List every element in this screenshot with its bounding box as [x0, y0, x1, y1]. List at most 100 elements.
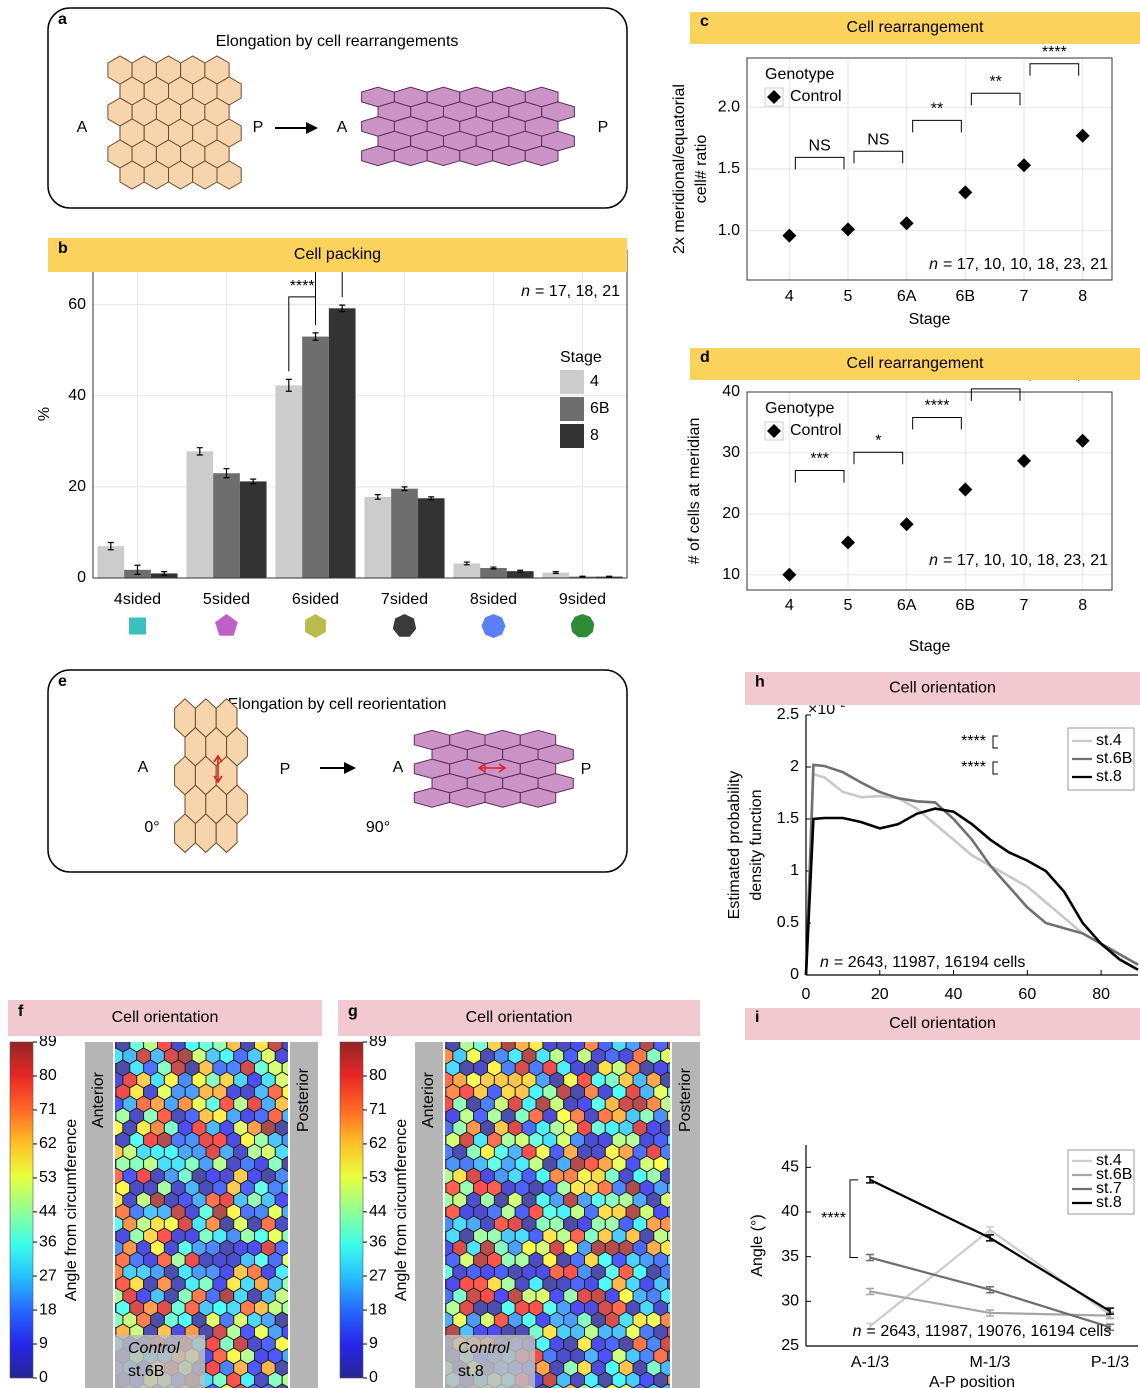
series-line — [806, 774, 1138, 975]
panel-label: i — [755, 1009, 759, 1026]
x-tick-label: 5sided — [203, 591, 250, 608]
stage-label: st.8 — [458, 1363, 484, 1380]
y-tick-label: 2.5 — [777, 706, 799, 723]
significance-label: **** — [290, 278, 315, 295]
category-icon — [129, 618, 146, 635]
category-icon — [215, 614, 238, 636]
category-icon — [305, 614, 326, 638]
n-annotation: n = 2643, 11987, 19076, 16194 cells — [853, 1323, 1112, 1340]
axis-end-label: A — [77, 119, 88, 136]
x-tick-label: 7sided — [381, 591, 428, 608]
y-axis-label: cell# ratio — [693, 135, 710, 204]
diagram-title: Elongation by cell rearrangements — [216, 33, 459, 50]
panel-title: Cell orientation — [112, 1009, 219, 1026]
significance-label: NS — [867, 131, 889, 148]
legend-title: Genotype — [765, 66, 834, 83]
colorbar-tick-label: 71 — [369, 1101, 387, 1118]
axis-end-label: A — [138, 759, 149, 776]
legend-title: Genotype — [765, 400, 834, 417]
significance-label: **** — [821, 1210, 846, 1227]
legend-label: Control — [790, 422, 842, 439]
x-tick-label: A-1/3 — [851, 1354, 889, 1371]
panel-title: Cell orientation — [466, 1009, 573, 1026]
axis-end-label: A — [337, 119, 348, 136]
x-tick-label: 5 — [844, 288, 853, 305]
y-axis-label: density function — [748, 789, 765, 900]
legend-label: Control — [790, 88, 842, 105]
x-tick-label: 7 — [1020, 288, 1029, 305]
significance-bracket — [850, 1180, 858, 1258]
colorbar-tick-label: 53 — [369, 1169, 387, 1186]
y-tick-label: 20 — [68, 478, 86, 495]
x-tick-label: 6B — [956, 288, 976, 305]
y-tick-label: 45 — [781, 1159, 799, 1176]
axis-end-label: P — [280, 761, 291, 778]
cell — [485, 788, 520, 807]
bar — [391, 489, 418, 578]
cell — [394, 146, 427, 166]
legend-label: st.4 — [1096, 732, 1122, 749]
panel-label: f — [18, 1003, 24, 1020]
panel-label: e — [58, 673, 67, 690]
panel-title: Cell orientation — [889, 1015, 996, 1032]
colorbar-tick-label: 27 — [39, 1267, 57, 1284]
n-annotation: n= 17, 10, 10, 18, 23, 21 — [929, 256, 1108, 273]
colorbar-tick-label: 0 — [39, 1369, 48, 1386]
bar — [213, 473, 240, 578]
n-values: = 2643, 11987, 16194 cells — [834, 954, 1025, 971]
x-tick-label: 4sided — [114, 591, 161, 608]
panel-title: Cell packing — [294, 246, 381, 263]
x-tick-label: 0 — [802, 986, 811, 1003]
y-tick-label: 1.0 — [718, 222, 740, 239]
legend-label: 4 — [590, 373, 599, 390]
colorbar-tick-label: 36 — [39, 1233, 57, 1250]
n-values: = 2643, 11987, 19076, 16194 cells — [867, 1323, 1112, 1340]
colorbar-tick-label: 80 — [39, 1067, 57, 1084]
angle-label: 90° — [366, 819, 390, 836]
series-line — [806, 809, 1138, 975]
panel-label: b — [58, 240, 68, 257]
stage-label: st.6B — [128, 1363, 164, 1380]
bar — [186, 451, 213, 578]
category-icon — [482, 614, 506, 638]
n-symbol: n — [820, 954, 829, 971]
n-symbol: n — [521, 283, 530, 300]
side-label: Posterior — [295, 1067, 312, 1132]
panel-label: c — [700, 13, 709, 30]
error-bar — [580, 576, 586, 577]
n-annotation: n= 17, 18, 21 — [521, 283, 620, 300]
category-icon — [571, 614, 595, 637]
cell — [525, 146, 558, 166]
legend-label: st.6B — [1096, 750, 1132, 767]
x-tick-label: 80 — [1092, 986, 1110, 1003]
n-symbol: n — [853, 1323, 862, 1340]
y-tick-label: 40 — [722, 383, 740, 400]
significance-label: *** — [810, 451, 829, 468]
cell — [493, 146, 526, 166]
y-tick-label: 60 — [68, 296, 86, 313]
legend-label: 8 — [590, 427, 599, 444]
panel-label: d — [700, 349, 710, 366]
y-axis-label: Angle (°) — [749, 1214, 766, 1276]
cell — [450, 788, 485, 807]
condition-label: Control — [458, 1340, 510, 1357]
colorbar-tick-label: 18 — [369, 1301, 387, 1318]
legend-label: 6B — [590, 400, 610, 417]
colorbar-label: Angle from circumference — [63, 1119, 80, 1301]
x-tick-label: 8 — [1078, 288, 1087, 305]
panel-title: Cell rearrangement — [847, 19, 985, 36]
panel-title: Cell orientation — [889, 680, 996, 697]
y-axis-label: % — [36, 407, 53, 421]
colorbar-tick-label: 44 — [39, 1203, 57, 1220]
panel-label: a — [58, 11, 67, 28]
legend-label: st.8 — [1096, 768, 1122, 785]
significance-label: **** — [925, 398, 950, 415]
y-axis-label: 2x meridional/equatorial — [671, 84, 688, 254]
y-tick-label: 0.5 — [777, 914, 799, 931]
y-axis-label: # of cells at meridian — [686, 418, 703, 565]
bar — [453, 563, 480, 578]
x-tick-label: 5 — [844, 597, 853, 614]
x-tick-label: 9sided — [559, 591, 606, 608]
angle-label: 0° — [144, 819, 159, 836]
colorbar-tick-label: 36 — [369, 1233, 387, 1250]
